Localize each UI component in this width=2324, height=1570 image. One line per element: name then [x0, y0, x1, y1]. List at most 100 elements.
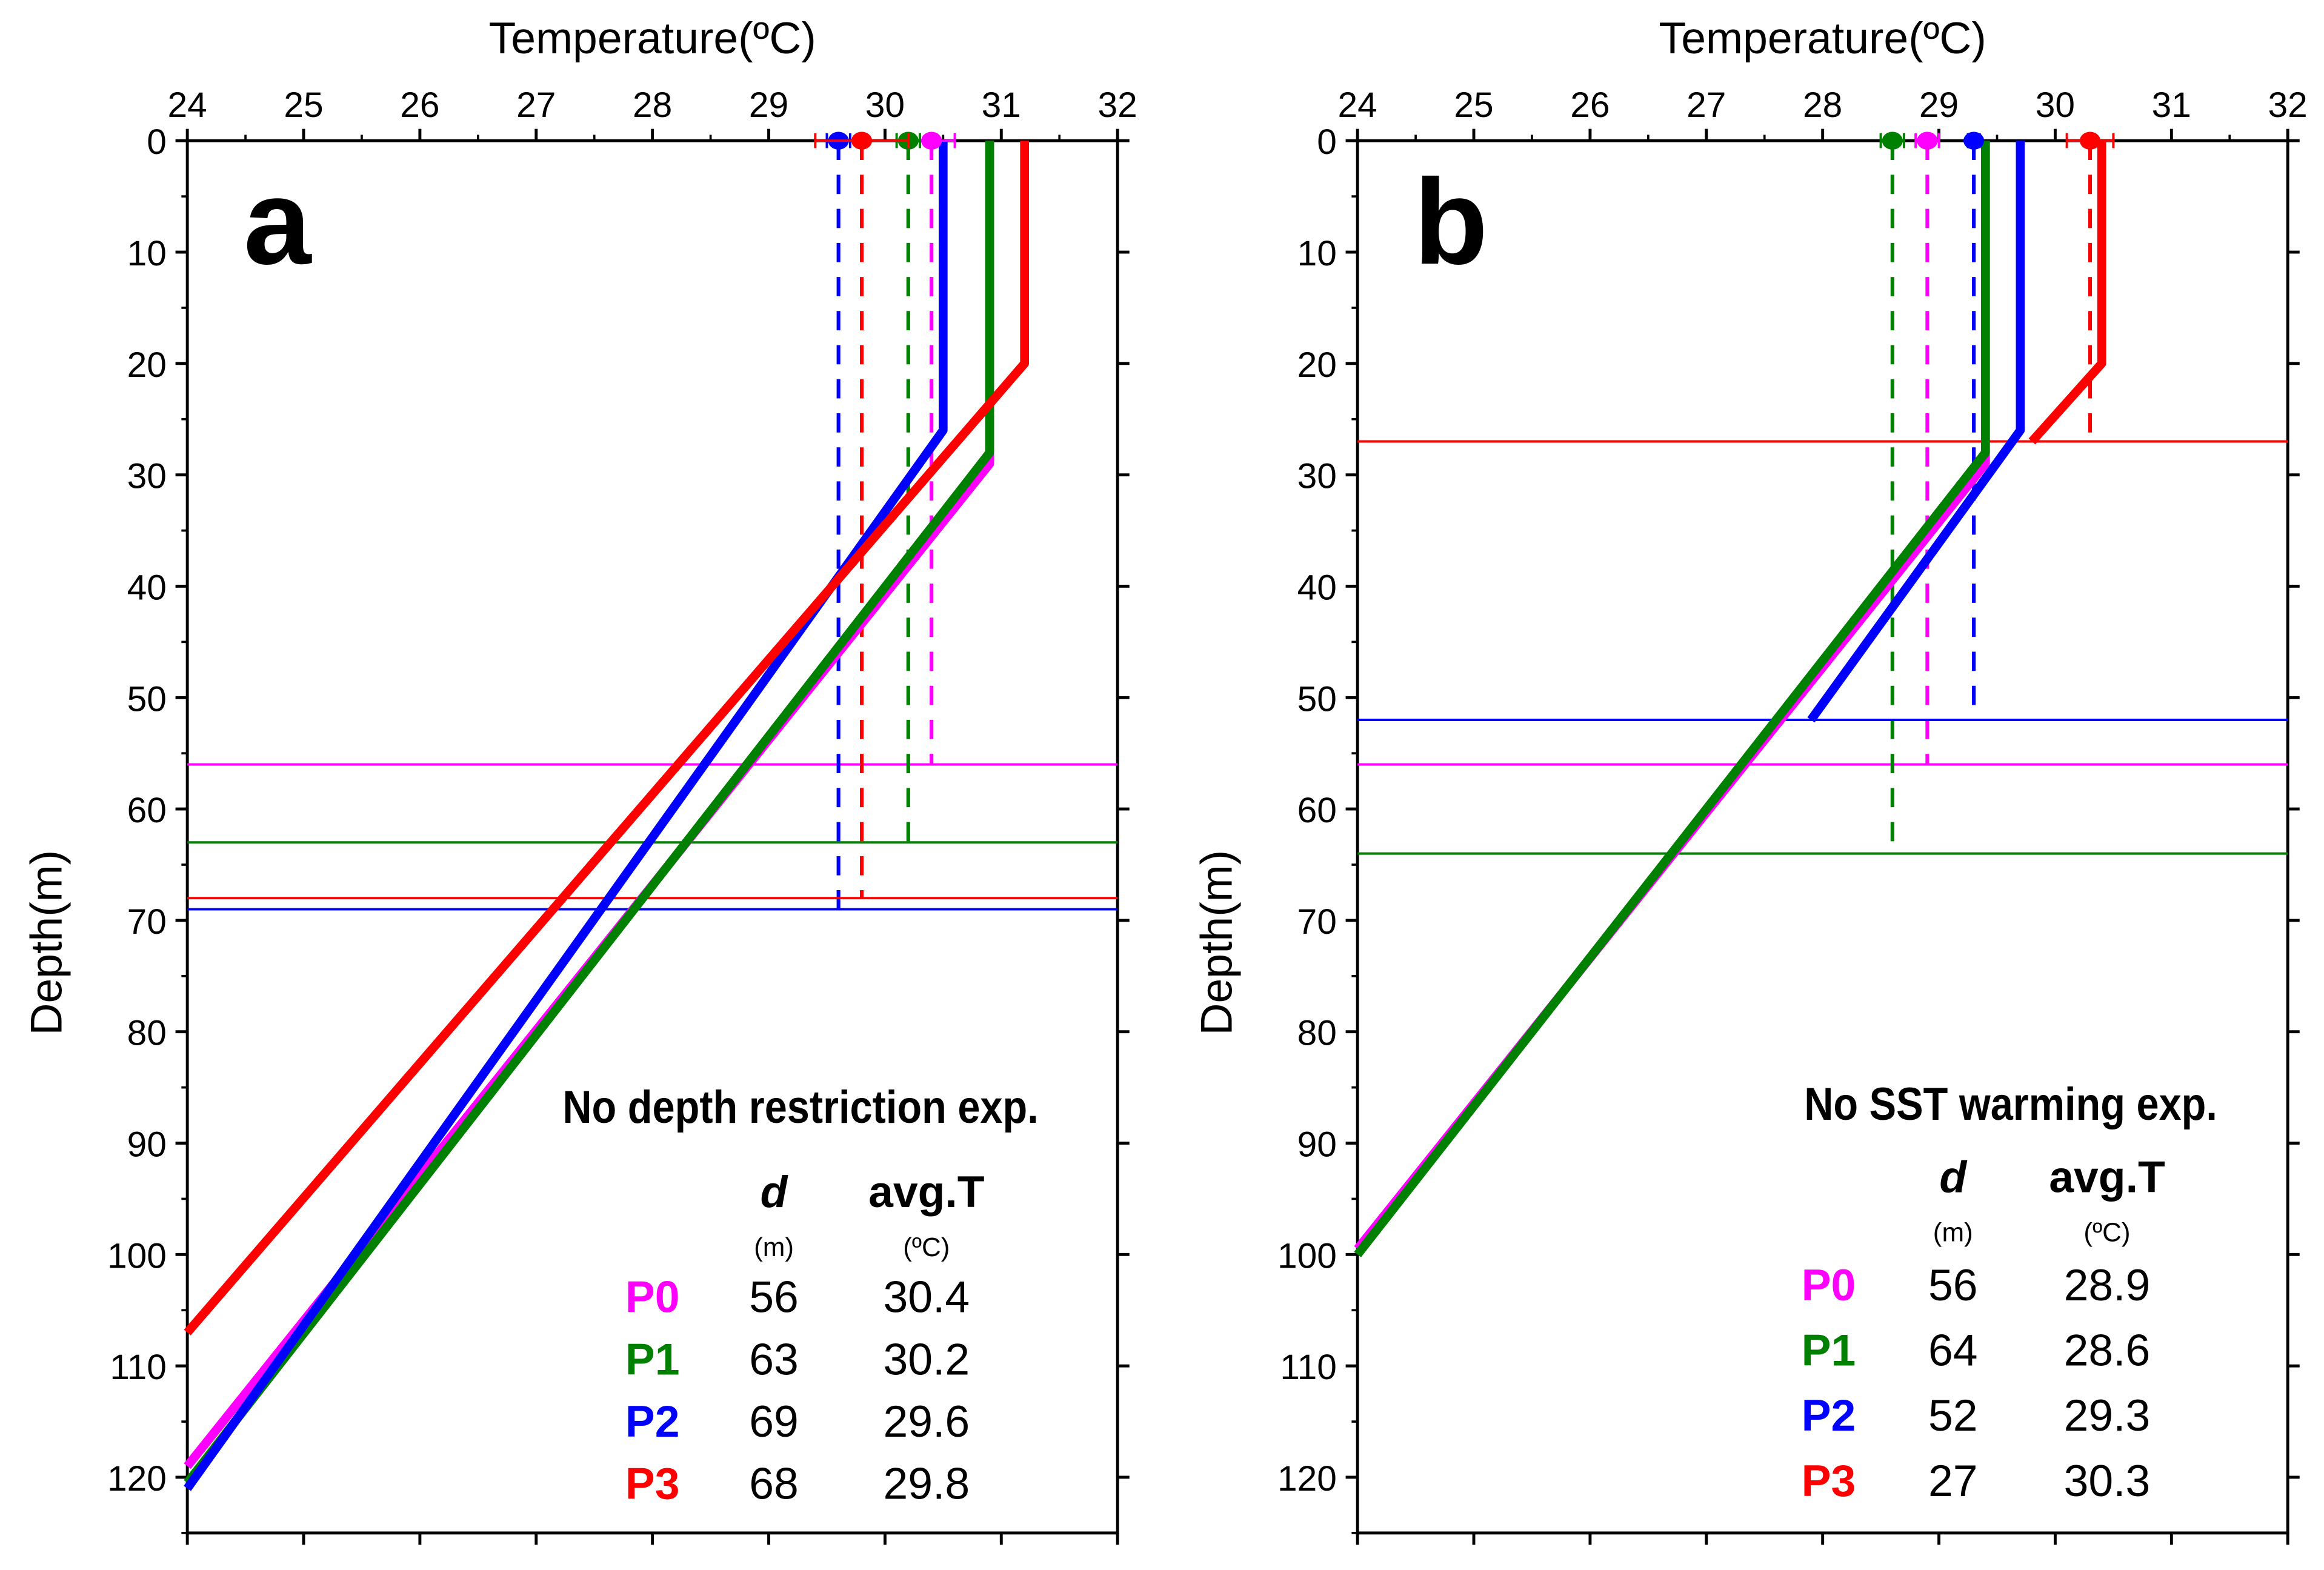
legend-label-P0: P0 — [625, 1272, 680, 1322]
y-tick-label: 40 — [1297, 568, 1337, 607]
x-tick-label: 32 — [1098, 85, 1137, 125]
x-tick-label: 26 — [1570, 85, 1610, 125]
legend-label-P3: P3 — [625, 1459, 680, 1509]
temperature-profile-P2 — [184, 141, 948, 1491]
x-tick-label: 30 — [865, 85, 905, 125]
panel-label: b — [1414, 155, 1488, 290]
avg-temp-marker-P2 — [1963, 131, 1985, 150]
legend-label-P0: P0 — [1802, 1260, 1856, 1310]
x-tick-label: 29 — [1919, 85, 1959, 125]
table-avgT-value: 29.8 — [883, 1459, 970, 1509]
y-tick-label: 110 — [1280, 1348, 1337, 1387]
table-header-avgT: avg.T — [868, 1167, 985, 1217]
legend-label-P2: P2 — [1802, 1391, 1856, 1440]
y-tick-label: 0 — [1317, 122, 1337, 162]
table-avgT-value: 29.6 — [883, 1397, 970, 1446]
x-tick-label: 25 — [1454, 85, 1493, 125]
y-tick-label: 20 — [127, 345, 167, 385]
table-unit-avgT: (ºC) — [903, 1232, 950, 1262]
avg-temp-marker-P3 — [851, 131, 873, 150]
avg-temp-marker-P3 — [2079, 131, 2101, 150]
table-d-value: 69 — [749, 1397, 799, 1446]
x-axis-title: Temperature(ºC) — [1659, 13, 1986, 63]
table-header-d: d — [761, 1167, 789, 1217]
table-unit-d: (m) — [1933, 1217, 1973, 1247]
y-tick-label: 80 — [127, 1014, 167, 1053]
legend-label-P2: P2 — [625, 1397, 680, 1446]
temperature-profile-P2 — [1807, 141, 2025, 723]
x-tick-label: 32 — [2268, 85, 2308, 125]
y-tick-label: 0 — [147, 122, 167, 162]
table-d-value: 64 — [1928, 1326, 1978, 1375]
table-avgT-value: 28.6 — [2064, 1326, 2151, 1375]
temperature-profile-P1 — [1354, 141, 1990, 1257]
x-tick-label: 26 — [400, 85, 439, 125]
y-tick-label: 120 — [1277, 1459, 1337, 1498]
table-avgT-value: 29.3 — [2064, 1391, 2151, 1440]
x-tick-label: 24 — [167, 85, 207, 125]
x-tick-label: 25 — [284, 85, 323, 125]
y-tick-label: 90 — [127, 1125, 167, 1165]
x-tick-label: 24 — [1338, 85, 1377, 125]
temperature-profile-P1 — [184, 141, 994, 1486]
legend-label-P1: P1 — [1802, 1326, 1856, 1375]
y-axis-title: Depth(m) — [21, 850, 71, 1036]
table-unit-avgT: (ºC) — [2083, 1217, 2130, 1247]
y-tick-label: 120 — [107, 1459, 167, 1498]
x-tick-label: 31 — [982, 85, 1021, 125]
y-tick-label: 10 — [1297, 234, 1337, 273]
table-header-d: d — [1939, 1153, 1968, 1202]
y-tick-label: 100 — [1277, 1236, 1337, 1276]
table-d-value: 56 — [1928, 1260, 1978, 1310]
table-d-value: 27 — [1928, 1456, 1978, 1506]
y-tick-label: 60 — [127, 791, 167, 830]
avg-temp-marker-P0 — [1917, 131, 1938, 150]
y-axis-title: Depth(m) — [1191, 850, 1241, 1036]
experiment-annotation: No depth restriction exp. — [562, 1082, 1038, 1133]
table-d-value: 63 — [749, 1334, 799, 1384]
y-tick-label: 100 — [107, 1236, 167, 1276]
table-d-value: 52 — [1928, 1391, 1978, 1440]
x-tick-label: 31 — [2152, 85, 2191, 125]
table-d-value: 56 — [749, 1272, 799, 1322]
x-tick-label: 27 — [516, 85, 556, 125]
y-tick-label: 80 — [1297, 1014, 1337, 1053]
table-unit-d: (m) — [754, 1232, 794, 1262]
y-tick-label: 40 — [127, 568, 167, 607]
y-tick-label: 20 — [1297, 345, 1337, 385]
table-avgT-value: 28.9 — [2064, 1260, 2151, 1310]
y-tick-label: 50 — [1297, 679, 1337, 719]
y-tick-label: 50 — [127, 679, 167, 719]
y-tick-label: 70 — [127, 902, 167, 942]
temperature-profile-P0 — [184, 141, 994, 1469]
table-avgT-value: 30.2 — [883, 1334, 970, 1384]
avg-temp-marker-P1 — [1882, 131, 1903, 150]
y-tick-label: 70 — [1297, 902, 1337, 942]
y-tick-label: 10 — [127, 234, 167, 273]
y-tick-label: 110 — [110, 1348, 167, 1387]
x-tick-label: 28 — [633, 85, 672, 125]
x-tick-label: 28 — [1803, 85, 1842, 125]
x-tick-label: 30 — [2036, 85, 2075, 125]
table-d-value: 68 — [749, 1459, 799, 1509]
y-tick-label: 60 — [1297, 791, 1337, 830]
x-tick-label: 27 — [1686, 85, 1726, 125]
legend-label-P3: P3 — [1802, 1456, 1856, 1506]
experiment-annotation: No SST warming exp. — [1804, 1079, 2217, 1130]
panel-label: a — [244, 155, 312, 290]
temperature-profile-P3 — [2028, 141, 2106, 445]
y-tick-label: 90 — [1297, 1125, 1337, 1165]
plot-frame — [1356, 139, 2289, 1535]
table-avgT-value: 30.3 — [2064, 1456, 2151, 1506]
table-header-avgT: avg.T — [2049, 1153, 2165, 1202]
avg-temp-marker-P0 — [921, 131, 942, 150]
y-tick-label: 30 — [1297, 457, 1337, 496]
x-tick-label: 29 — [749, 85, 788, 125]
temperature-profile-P3 — [184, 141, 1029, 1335]
table-avgT-value: 30.4 — [883, 1272, 970, 1322]
y-tick-label: 30 — [127, 457, 167, 496]
legend-label-P1: P1 — [625, 1334, 680, 1384]
x-axis-title: Temperature(ºC) — [489, 13, 816, 63]
